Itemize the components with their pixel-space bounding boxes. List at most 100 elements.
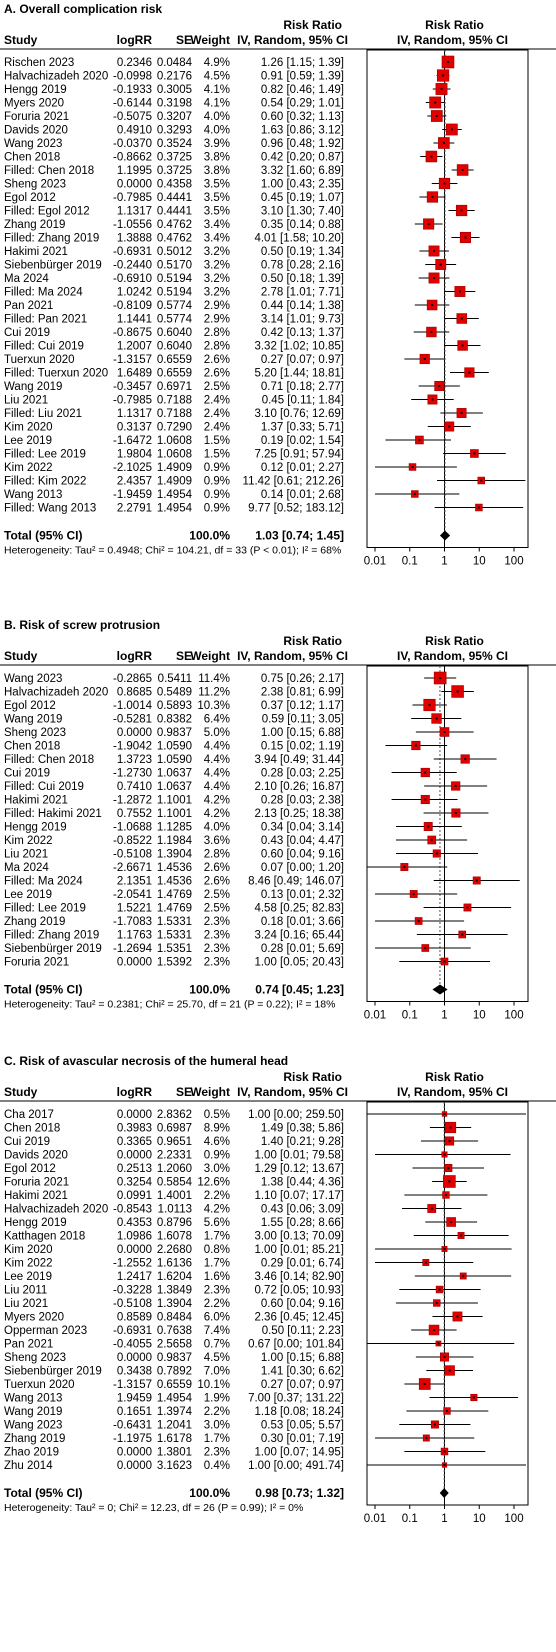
study-se: 1.0113 xyxy=(158,1204,192,1216)
study-weight: 4.2% xyxy=(204,795,230,807)
study-name: Filled: Lee 2019 xyxy=(4,903,86,915)
study-logrr: -2.1025 xyxy=(113,462,152,474)
study-logrr: 0.0000 xyxy=(117,1352,152,1364)
study-weight: 0.9% xyxy=(204,1150,230,1162)
study-point xyxy=(430,331,433,333)
study-logrr: 1.3888 xyxy=(117,233,152,245)
study-se: 1.6178 xyxy=(157,1433,192,1445)
study-logrr: -1.0688 xyxy=(113,822,152,834)
study-name: Wang 2019 xyxy=(4,1406,62,1418)
study-name: Pan 2021 xyxy=(4,300,53,312)
study-point xyxy=(443,1248,446,1250)
study-rr-ci: 1.40 [0.21; 9.28] xyxy=(261,1136,344,1148)
study-name: Liu 2021 xyxy=(4,849,48,861)
study-name: Filled: Cui 2019 xyxy=(4,781,84,793)
study-rr-ci: 0.28 [0.03; 2.38] xyxy=(261,795,344,807)
study-rr-ci: 0.42 [0.13; 1.37] xyxy=(261,327,344,339)
study-name: Zhang 2019 xyxy=(4,219,65,231)
study-point xyxy=(433,250,436,252)
study-logrr: 0.4910 xyxy=(117,125,152,137)
study-rr-ci: 0.12 [0.01; 2.27] xyxy=(261,462,344,474)
study-name: Liu 2021 xyxy=(4,395,48,407)
study-logrr: 0.1651 xyxy=(117,1406,152,1418)
study-rr-ci: 1.00 [0.01; 79.58] xyxy=(254,1150,344,1162)
study-weight: 3.2% xyxy=(204,273,230,285)
study-se: 1.6136 xyxy=(157,1258,192,1270)
study-point xyxy=(461,933,464,936)
x-tick-label: 100 xyxy=(504,1010,523,1022)
panel-c-header-rr-top: Risk Ratio xyxy=(283,1070,342,1084)
study-logrr: -2.0541 xyxy=(113,889,152,901)
study-se: 0.6040 xyxy=(157,327,192,339)
study-se: 1.5392 xyxy=(157,957,192,969)
study-rr-ci: 0.15 [0.02; 1.19] xyxy=(261,741,344,753)
study-rr-ci: 5.20 [1.44; 18.81] xyxy=(254,368,344,380)
panel-c-total-weight: 100.0% xyxy=(189,1486,230,1500)
study-weight: 4.5% xyxy=(204,71,230,83)
panel-a-header-study: Study xyxy=(4,33,38,47)
study-logrr: 1.9804 xyxy=(117,449,153,461)
study-point xyxy=(428,704,431,706)
study-point xyxy=(477,506,480,509)
study-name: Sheng 2023 xyxy=(4,727,66,739)
study-se: 0.3524 xyxy=(157,138,193,150)
study-weight: 2.6% xyxy=(204,368,230,380)
study-name: Filled: Zhang 2019 xyxy=(4,233,99,245)
study-rr-ci: 11.42 [0.61; 212.26] xyxy=(243,476,344,488)
study-name: Liu 2021 xyxy=(4,1298,48,1310)
study-weight: 2.8% xyxy=(204,327,230,339)
study-weight: 1.5% xyxy=(204,435,230,447)
study-rr-ci: 0.43 [0.06; 3.09] xyxy=(261,1204,344,1216)
study-logrr: 1.6489 xyxy=(117,368,152,380)
study-se: 1.4769 xyxy=(157,903,192,915)
study-name: Myers 2020 xyxy=(4,1312,64,1324)
x-tick-label: 0.1 xyxy=(402,556,418,568)
study-rr-ci: 1.00 [0.05; 20.43] xyxy=(254,957,344,969)
study-logrr: 0.3365 xyxy=(117,1136,152,1148)
study-point xyxy=(473,452,476,455)
study-point xyxy=(448,1369,451,1372)
study-rr-ci: 0.45 [0.19; 1.07] xyxy=(261,192,344,204)
study-name: Egol 2012 xyxy=(4,192,56,204)
study-weight: 2.3% xyxy=(204,930,230,942)
study-name: Hengg 2019 xyxy=(4,1217,67,1229)
study-point xyxy=(454,812,457,814)
study-point xyxy=(450,1221,453,1223)
study-logrr: 0.0000 xyxy=(117,1447,152,1459)
study-rr-ci: 0.60 [0.32; 1.13] xyxy=(261,111,344,123)
study-point xyxy=(444,1194,447,1196)
study-logrr: -0.8522 xyxy=(113,835,152,847)
study-rr-ci: 0.71 [0.18; 2.77] xyxy=(261,381,344,393)
study-name: Siebenbürger 2019 xyxy=(4,943,102,955)
study-point xyxy=(424,947,427,949)
study-rr-ci: 2.36 [0.45; 12.45] xyxy=(254,1312,344,1324)
study-se: 0.5194 xyxy=(157,287,193,299)
study-se: 0.7892 xyxy=(157,1366,192,1378)
study-point xyxy=(450,128,453,131)
study-logrr: 2.1351 xyxy=(117,876,152,888)
study-se: 0.7188 xyxy=(157,408,192,420)
x-tick-label: 10 xyxy=(473,1513,486,1525)
study-rr-ci: 7.00 [0.37; 131.22] xyxy=(248,1393,344,1405)
study-logrr: 0.2346 xyxy=(117,57,152,69)
study-name: Lee 2019 xyxy=(4,1271,52,1283)
study-weight: 11.2% xyxy=(198,687,230,699)
study-rr-ci: 0.27 [0.07; 0.97] xyxy=(261,354,344,366)
study-point xyxy=(431,196,434,198)
study-weight: 2.5% xyxy=(204,903,230,915)
study-rr-ci: 2.13 [0.25; 18.38] xyxy=(254,808,344,820)
study-weight: 5.6% xyxy=(204,1217,230,1229)
panel-b-header-weight: Weight xyxy=(190,649,230,663)
study-se: 0.6559 xyxy=(157,354,192,366)
study-rr-ci: 0.82 [0.46; 1.49] xyxy=(261,84,344,96)
study-rr-ci: 0.19 [0.02; 1.54] xyxy=(261,435,344,447)
study-weight: 2.2% xyxy=(204,1298,230,1310)
study-name: Zhao 2019 xyxy=(4,1447,59,1459)
study-point xyxy=(431,304,434,306)
study-se: 0.2176 xyxy=(157,71,192,83)
study-rr-ci: 0.67 [0.00; 101.84] xyxy=(248,1339,344,1351)
study-logrr: -0.8109 xyxy=(113,300,152,312)
study-se: 1.0608 xyxy=(157,435,192,447)
study-logrr: -1.0556 xyxy=(113,219,152,231)
panel-c-header-logrr: logRR xyxy=(117,1085,153,1099)
